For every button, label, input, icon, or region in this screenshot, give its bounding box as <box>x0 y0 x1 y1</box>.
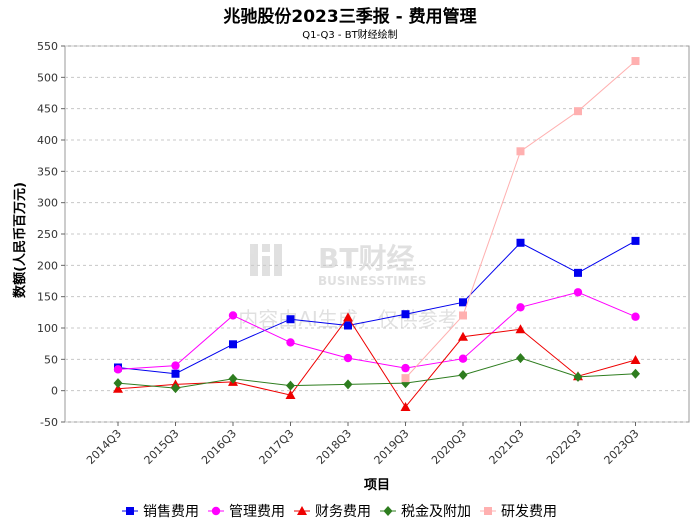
data-point <box>458 331 468 341</box>
data-point <box>574 107 582 116</box>
data-point <box>631 312 640 321</box>
data-point <box>630 354 641 364</box>
data-point <box>343 353 353 363</box>
data-point <box>113 378 123 389</box>
legend-label: 管理费用 <box>229 504 285 520</box>
x-tick-label: 2022Q3 <box>544 427 584 467</box>
data-point <box>229 340 237 349</box>
y-tick-label: 500 <box>37 71 58 84</box>
data-point <box>400 401 411 411</box>
legend-item: 销售费用 <box>122 504 199 520</box>
y-tick-label: 300 <box>37 197 58 210</box>
x-tick-label: 2018Q3 <box>314 427 354 467</box>
legend: 销售费用 管理费用 财务费用 税金及附加 研发费用 <box>122 504 557 520</box>
watermark: BT财经 BUSINESSTIMES 内容由AI生成，仅供参考 <box>238 242 458 331</box>
data-point <box>573 288 583 297</box>
data-point <box>516 353 525 364</box>
data-point <box>113 383 123 393</box>
y-tick-label: 400 <box>37 134 58 147</box>
series <box>113 353 640 394</box>
x-tick-label: 2015Q3 <box>142 427 182 467</box>
series <box>401 57 640 383</box>
data-point <box>573 371 583 382</box>
watermark-brand: BT财经 <box>318 242 414 275</box>
y-tick-label: 350 <box>37 165 58 178</box>
y-tick-label: 150 <box>37 291 58 304</box>
series-line <box>117 291 636 370</box>
data-point <box>631 236 640 245</box>
legend-label: 销售费用 <box>143 504 199 520</box>
x-tick-label: 2019Q3 <box>372 427 412 467</box>
data-point <box>344 321 352 330</box>
data-point <box>459 311 467 320</box>
y-tick-label: 550 <box>37 40 58 53</box>
watermark-brand-en: BUSINESSTIMES <box>318 274 426 288</box>
legend-item: 研发费用 <box>480 504 557 520</box>
series-line <box>117 357 636 389</box>
y-axis-label: 数额(人民币百万元) <box>12 182 28 298</box>
legend-label: 财务费用 <box>315 504 371 520</box>
data-point <box>286 338 295 347</box>
data-point <box>285 390 296 400</box>
data-point <box>286 380 295 391</box>
data-point <box>515 324 526 334</box>
legend-marker <box>297 506 307 515</box>
data-point <box>171 383 180 394</box>
y-tick-label: 450 <box>37 103 58 116</box>
y-tick-label: 250 <box>37 228 58 241</box>
data-point <box>459 298 467 307</box>
x-tick-label: 2023Q3 <box>602 427 642 467</box>
data-point <box>171 361 180 370</box>
legend-marker <box>211 506 221 516</box>
y-tick-label: 50 <box>44 353 58 366</box>
series <box>113 288 640 374</box>
data-point <box>228 373 238 384</box>
legend-item: 财务费用 <box>294 504 371 520</box>
data-point <box>401 310 410 319</box>
data-point <box>458 370 468 380</box>
data-point <box>343 312 353 322</box>
y-tick-label: 0 <box>51 385 58 398</box>
legend-label: 研发费用 <box>501 504 557 520</box>
data-point <box>401 374 410 383</box>
x-axis-label: 项目 <box>364 478 390 493</box>
data-point <box>286 315 295 324</box>
data-point <box>228 311 238 320</box>
data-point <box>631 57 640 66</box>
x-tick-label: 2017Q3 <box>257 427 297 467</box>
y-tick-label: 200 <box>37 259 58 272</box>
data-point <box>574 268 582 277</box>
legend-item: 税金及附加 <box>380 504 471 520</box>
x-tick-label: 2014Q3 <box>84 427 124 467</box>
legend-marker <box>484 507 492 515</box>
data-point <box>113 365 123 374</box>
series-line <box>117 240 636 375</box>
data-point <box>631 368 640 379</box>
x-tick-label: 2020Q3 <box>429 427 469 467</box>
y-tick-label: 100 <box>37 322 58 335</box>
legend-marker <box>126 507 134 515</box>
data-point <box>458 354 468 363</box>
data-point <box>516 303 525 312</box>
watermark-logo-icon <box>250 244 282 276</box>
data-point <box>516 147 525 156</box>
legend-item: 管理费用 <box>208 504 285 520</box>
data-point <box>401 363 410 373</box>
y-tick-label: -50 <box>40 416 58 429</box>
x-tick-label: 2016Q3 <box>199 427 239 467</box>
data-point <box>516 238 525 247</box>
chart-subtitle: Q1-Q3 - BT财经绘制 <box>302 28 397 41</box>
legend-label: 税金及附加 <box>401 504 471 520</box>
data-point <box>343 379 353 390</box>
data-point <box>171 369 180 378</box>
chart-title: 兆驰股份2023三季报 - 费用管理 <box>223 6 476 27</box>
legend-marker <box>383 506 393 516</box>
x-tick-label: 2021Q3 <box>487 427 527 467</box>
